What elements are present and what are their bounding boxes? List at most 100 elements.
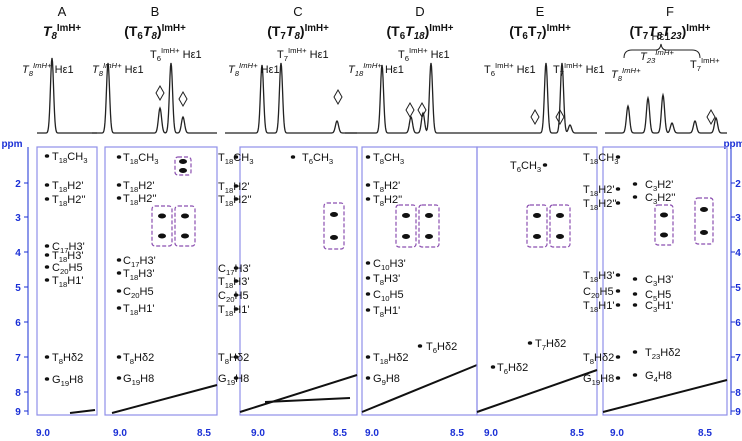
panel-letter: B bbox=[151, 4, 160, 19]
label-part: (T bbox=[386, 23, 400, 39]
label-part: Hε1 bbox=[428, 49, 450, 61]
y-tick-label-right: 4 bbox=[735, 248, 741, 259]
cross-peak bbox=[632, 182, 638, 186]
cross-peak bbox=[490, 365, 496, 369]
highlight-box bbox=[526, 204, 548, 248]
cross-peak bbox=[330, 212, 338, 217]
panel-title: (T7T8T23)ImH+ bbox=[629, 23, 710, 42]
label-part: 8 bbox=[657, 31, 663, 42]
label-part: Hε1 bbox=[583, 64, 605, 76]
cross-peak-label: C20H5 bbox=[583, 286, 614, 300]
cross-peak-label: T7Hδ2 bbox=[535, 338, 566, 352]
y-tick-label: 9 bbox=[15, 407, 21, 418]
label-part: 3 bbox=[653, 305, 657, 314]
label-part: 8 bbox=[618, 74, 623, 83]
panel-title: (T7T8)ImH+ bbox=[267, 23, 329, 42]
cross-peak bbox=[44, 265, 50, 269]
panel-title: T8ImH+ bbox=[43, 23, 82, 42]
cross-peak bbox=[116, 183, 122, 187]
cross-peak bbox=[116, 271, 122, 275]
cross-peak-label: C3H2' bbox=[645, 179, 673, 193]
cross-peak bbox=[365, 292, 371, 296]
label-part: T bbox=[52, 194, 59, 206]
peak-label: T7ImH+ Hε1 bbox=[277, 46, 329, 63]
label-part: Hδ2 bbox=[388, 352, 408, 364]
label-part: 18 bbox=[130, 157, 139, 166]
label-part: T bbox=[218, 276, 225, 288]
label-part: Hε1 bbox=[307, 49, 329, 61]
label-part: H1' bbox=[598, 300, 614, 312]
cross-peak bbox=[116, 306, 122, 310]
cross-peak bbox=[365, 276, 371, 280]
highlight-box bbox=[174, 205, 196, 247]
cross-peak-label: G4H8 bbox=[645, 370, 672, 384]
cross-peak bbox=[365, 183, 371, 187]
cross-peak-label: T8H3' bbox=[373, 273, 400, 287]
label-part: 18 bbox=[590, 305, 599, 314]
x-tick-label: 9.0 bbox=[365, 428, 379, 439]
label-part: 18 bbox=[225, 186, 234, 195]
label-part: 8 bbox=[235, 69, 240, 78]
label-part: (T bbox=[509, 23, 523, 39]
y-unit-right: ppm bbox=[723, 139, 742, 150]
cross-peak bbox=[44, 355, 50, 359]
label-part: T bbox=[123, 193, 130, 205]
cross-peak-label: T18H1' bbox=[52, 275, 83, 289]
label-part: 3 bbox=[653, 279, 657, 288]
label-part: T bbox=[218, 181, 225, 193]
label-part: H3' bbox=[140, 255, 156, 267]
label-part: H3' bbox=[138, 268, 154, 280]
cross-peak bbox=[700, 207, 708, 212]
cross-peak-label: T18H3' bbox=[583, 270, 614, 284]
label-part: 8 bbox=[151, 31, 157, 42]
y-tick-label: 2 bbox=[15, 179, 21, 190]
peak-label: T6ImH+ Hε1 bbox=[150, 46, 202, 63]
cross-peak-label: T18H3' bbox=[123, 268, 154, 282]
y-tick-label-right: 6 bbox=[735, 318, 741, 329]
label-part: Hε1 bbox=[652, 31, 671, 43]
label-part: 3 bbox=[154, 157, 158, 166]
spectrum bbox=[605, 92, 727, 134]
label-part: 18 bbox=[414, 31, 425, 42]
label-part: 3 bbox=[653, 184, 657, 193]
cross-peak bbox=[615, 355, 621, 359]
label-part: C bbox=[645, 300, 653, 312]
label-part: ) bbox=[542, 23, 547, 39]
cross-peak-label: T8H2' bbox=[373, 180, 400, 194]
label-part: Hε1 bbox=[382, 64, 404, 76]
panel-title: (T6T8)ImH+ bbox=[124, 23, 186, 42]
label-part: 5 bbox=[653, 294, 657, 303]
label-part: 8 bbox=[51, 31, 57, 42]
cross-peak bbox=[365, 155, 371, 159]
label-part: ImH+ bbox=[103, 61, 122, 70]
label-part: T bbox=[645, 347, 652, 359]
x-tick-label: 8.5 bbox=[197, 428, 211, 439]
cross-peak bbox=[233, 293, 239, 297]
label-part: CH bbox=[521, 160, 537, 172]
label-part: ImH+ bbox=[363, 61, 382, 70]
cross-peak bbox=[233, 155, 239, 159]
label-part: 20 bbox=[131, 291, 140, 300]
label-part: 7 bbox=[697, 64, 701, 73]
label-part: T bbox=[373, 352, 380, 364]
cross-peak bbox=[660, 212, 668, 218]
cross-peak bbox=[632, 195, 638, 199]
panel-letter: A bbox=[58, 4, 67, 19]
label-part: 18 bbox=[130, 308, 139, 317]
cross-peak bbox=[44, 278, 50, 282]
diamond-marker bbox=[530, 108, 540, 126]
panel-letter: E bbox=[536, 4, 545, 19]
cross-peak-label: G9H8 bbox=[373, 373, 400, 387]
label-part: C bbox=[218, 290, 226, 302]
label-part: H1' bbox=[67, 275, 83, 287]
label-part: 6 bbox=[504, 367, 508, 376]
cross-peak bbox=[402, 213, 410, 218]
peak-label: T8ImH+ Hε1 bbox=[228, 61, 280, 78]
cross-peak bbox=[660, 232, 668, 238]
cross-peak-label: T18H2'' bbox=[218, 194, 252, 208]
label-part: T bbox=[373, 194, 380, 206]
cross-peak-label: T8Hδ2 bbox=[583, 352, 614, 366]
label-part: H3' bbox=[69, 241, 85, 253]
label-part: T bbox=[52, 250, 59, 262]
